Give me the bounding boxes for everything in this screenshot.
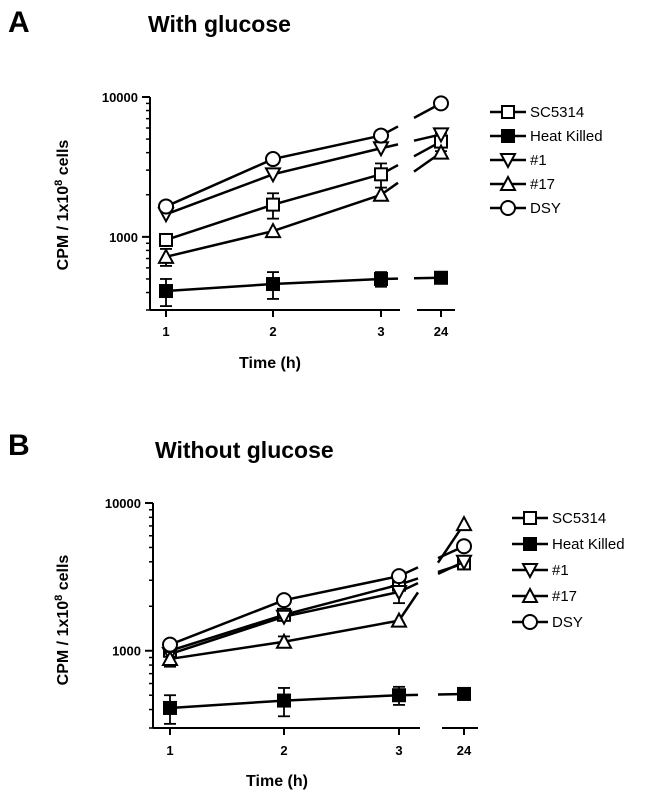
series-line-after-break [437, 560, 465, 575]
series-line-after-break [413, 133, 442, 142]
x-tick-label: 3 [377, 324, 384, 339]
series-line-to-break [397, 591, 420, 622]
series-17 [161, 514, 473, 668]
data-point-1-24 [455, 554, 473, 571]
y-tick-label: 1000 [112, 644, 141, 659]
legend-marker [523, 511, 537, 525]
legend-marker [499, 153, 517, 170]
data-point-dsy-24 [433, 95, 449, 112]
data-point-17-24 [455, 514, 473, 532]
legend-marker [499, 174, 517, 191]
data-point-17-24 [432, 143, 450, 160]
series-17 [157, 143, 450, 267]
data-point-dsy-3 [391, 568, 407, 585]
x-tick-label: 2 [269, 324, 276, 339]
legend-label: #1 [530, 152, 547, 169]
y-tick-label: 10000 [105, 496, 141, 511]
legend-label: #1 [552, 562, 569, 579]
data-point-dsy-1 [162, 636, 178, 653]
data-point-dsy-2 [265, 151, 281, 168]
data-point-heat-killed-3 [374, 271, 388, 286]
legend-item-17: #17 [512, 586, 577, 605]
x-tick-label: 3 [395, 743, 402, 758]
panel-a: A With glucose Time (h) CPM / 1x108 cell… [8, 6, 603, 372]
data-point-1-2 [275, 609, 293, 626]
data-point-17-2 [275, 632, 293, 649]
x-tick-label: 24 [457, 743, 472, 758]
legend-item-dsy: DSY [512, 614, 583, 631]
y-axis-label: CPM / 1x108 cells [53, 555, 72, 686]
legend-item-1: #1 [490, 152, 547, 170]
legend-label: Heat Killed [530, 128, 603, 145]
legend-label: Heat Killed [552, 536, 625, 553]
x-tick-label: 2 [280, 743, 287, 758]
data-point-17-1 [161, 649, 179, 666]
legend-marker [501, 129, 515, 143]
data-point-heat-killed-24 [457, 686, 471, 701]
y-axis-label: CPM / 1x108 cells [53, 140, 72, 271]
legend-label: #17 [530, 176, 555, 193]
series-heat-killed [163, 685, 471, 725]
data-point-sc5314-3 [374, 167, 388, 182]
series-dsy [158, 95, 449, 215]
data-point-17-1 [157, 247, 175, 264]
x-axis-label: Time (h) [239, 355, 301, 372]
data-point-heat-killed-1 [163, 700, 177, 715]
legend-marker [522, 614, 538, 630]
panel-letter: A [8, 6, 30, 39]
data-point-heat-killed-1 [159, 284, 173, 299]
legend-item-sc5314: SC5314 [490, 104, 584, 121]
x-tick-label: 24 [434, 324, 449, 339]
legend-marker [501, 105, 515, 119]
chart-title: With glucose [148, 11, 291, 37]
x-tick-label: 1 [166, 743, 173, 758]
series-1 [161, 554, 473, 664]
legend-label: SC5314 [552, 510, 606, 527]
data-point-sc5314-1 [159, 232, 173, 247]
x-axis-label: Time (h) [246, 773, 308, 790]
y-tick-label: 10000 [102, 90, 138, 105]
data-point-1-3 [390, 584, 408, 602]
legend-marker [521, 563, 539, 580]
legend-item-heat-killed: Heat Killed [512, 536, 625, 553]
legend-item-1: #1 [512, 562, 569, 580]
legend-marker [521, 586, 539, 603]
data-point-heat-killed-24 [434, 270, 448, 285]
legend-marker [500, 200, 516, 216]
series-1 [157, 127, 450, 224]
data-point-17-3 [390, 611, 408, 628]
panel-letter: B [8, 429, 30, 462]
legend-item-17: #17 [490, 174, 555, 193]
data-point-heat-killed-3 [392, 688, 406, 703]
data-point-sc5314-2 [266, 197, 280, 212]
series-dsy [162, 538, 472, 653]
legend-label: DSY [530, 200, 561, 217]
y-tick-label: 1000 [109, 230, 138, 245]
data-point-1-24 [432, 127, 450, 144]
data-point-dsy-24 [456, 538, 472, 555]
data-point-heat-killed-2 [266, 277, 280, 292]
legend-item-sc5314: SC5314 [512, 510, 606, 527]
chart-title: Without glucose [155, 437, 334, 463]
series-heat-killed [159, 270, 448, 307]
data-point-1-2 [264, 167, 282, 184]
data-point-dsy-1 [158, 198, 174, 215]
x-tick-label: 1 [162, 324, 169, 339]
data-point-17-3 [372, 185, 390, 202]
data-point-heat-killed-2 [277, 693, 291, 708]
legend-marker [523, 537, 537, 551]
legend-label: SC5314 [530, 104, 584, 121]
legend-label: DSY [552, 614, 583, 631]
legend-item-dsy: DSY [490, 200, 561, 217]
data-point-dsy-2 [276, 592, 292, 609]
legend-item-heat-killed: Heat Killed [490, 128, 603, 145]
panel-b: B Without glucose Time (h) CPM / 1x108 c… [8, 429, 625, 790]
data-point-17-2 [264, 221, 282, 239]
legend-label: #17 [552, 588, 577, 605]
data-point-dsy-3 [373, 127, 389, 144]
